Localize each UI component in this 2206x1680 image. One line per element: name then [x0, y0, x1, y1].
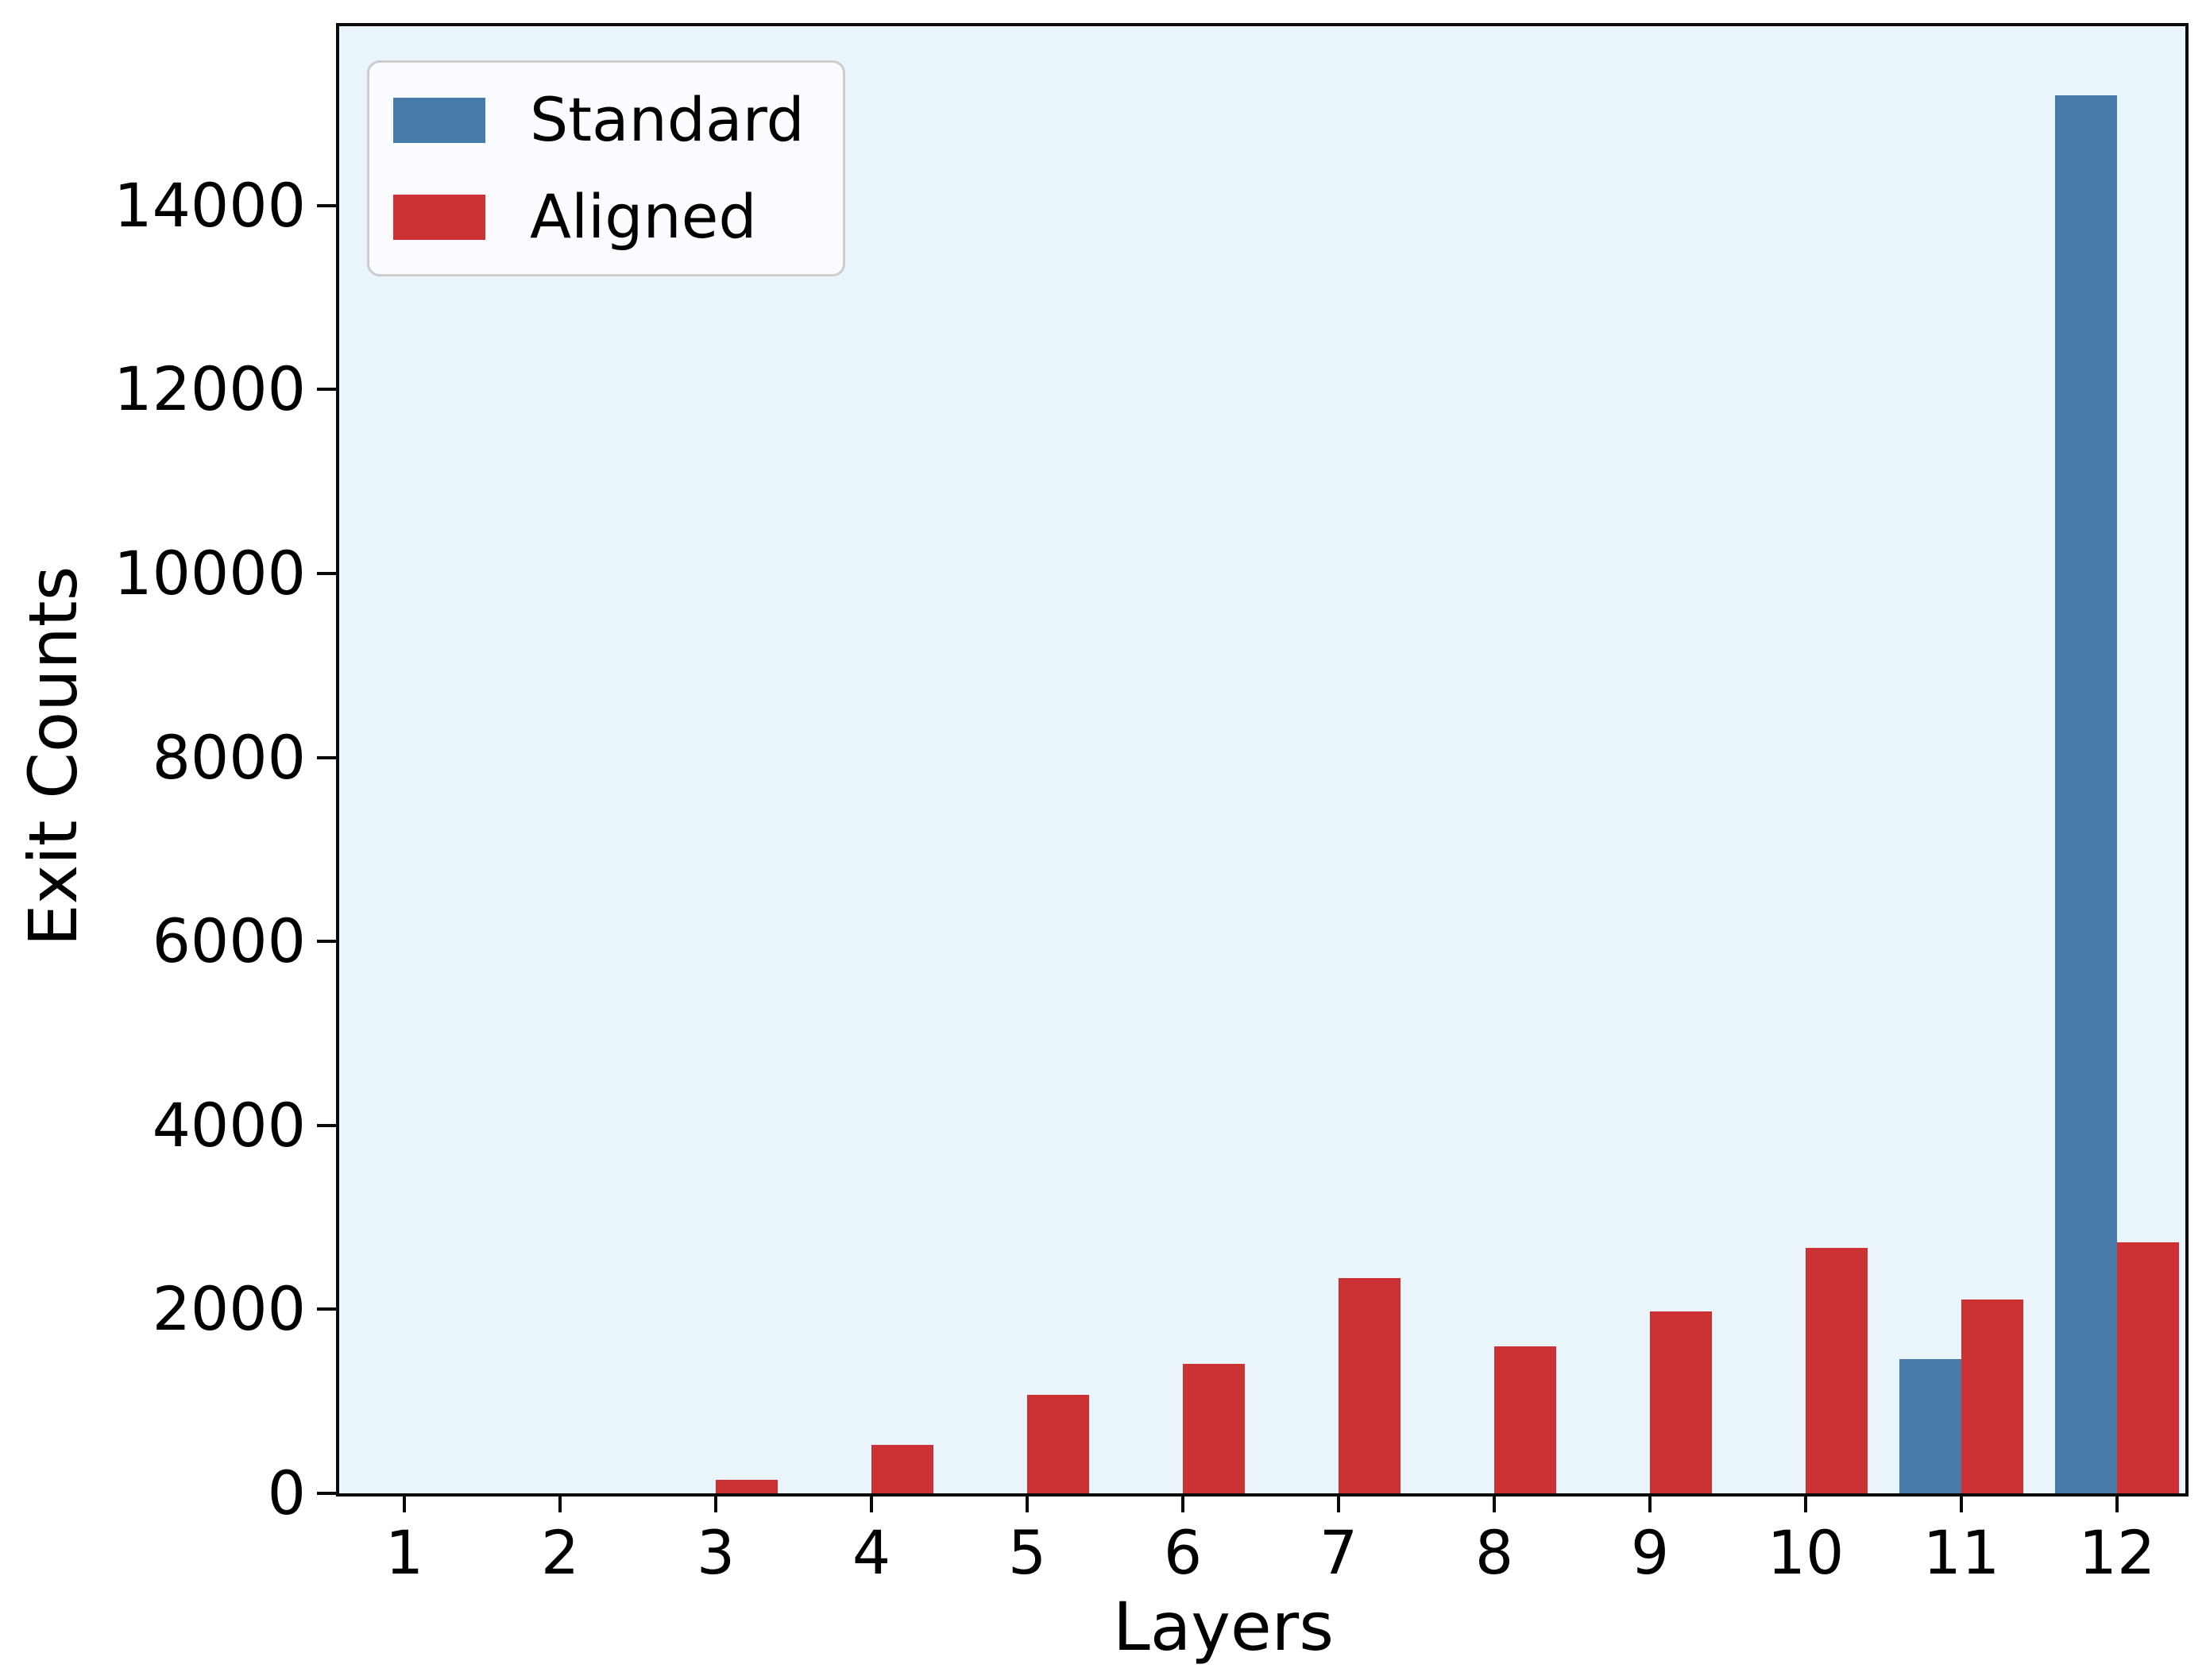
bar-aligned-layer-9: [1650, 1311, 1712, 1493]
x-tick-label-3: 3: [696, 1517, 736, 1588]
x-tick-label-12: 12: [2078, 1517, 2156, 1588]
plot-area: Standard Aligned: [336, 23, 2189, 1497]
x-tick-label-10: 10: [1767, 1517, 1845, 1588]
x-tick-mark-4: [870, 1497, 873, 1512]
bar-standard-layer-11: [1899, 1359, 1961, 1493]
x-tick-mark-11: [1960, 1497, 1963, 1512]
x-tick-mark-2: [558, 1497, 562, 1512]
legend-label-aligned: Aligned: [530, 181, 757, 252]
x-tick-label-9: 9: [1630, 1517, 1670, 1588]
bar-aligned-layer-8: [1494, 1346, 1556, 1493]
x-tick-label-2: 2: [540, 1517, 580, 1588]
bar-aligned-layer-5: [1027, 1395, 1089, 1493]
bar-aligned-layer-7: [1339, 1278, 1400, 1493]
x-tick-mark-7: [1337, 1497, 1340, 1512]
y-tick-mark-4000: [317, 1124, 336, 1127]
x-tick-mark-3: [714, 1497, 717, 1512]
x-tick-mark-6: [1181, 1497, 1184, 1512]
bar-aligned-layer-10: [1806, 1248, 1868, 1493]
legend-item-aligned: Aligned: [393, 187, 805, 247]
y-tick-mark-6000: [317, 940, 336, 943]
y-tick-mark-14000: [317, 204, 336, 207]
x-tick-label-8: 8: [1474, 1517, 1514, 1588]
x-axis-label: Layers: [1113, 1588, 1334, 1666]
y-tick-label-4000: 4000: [152, 1090, 306, 1161]
x-tick-mark-9: [1648, 1497, 1652, 1512]
legend-label-standard: Standard: [530, 84, 805, 155]
x-tick-mark-5: [1026, 1497, 1029, 1512]
y-tick-label-12000: 12000: [114, 353, 306, 424]
x-tick-label-4: 4: [852, 1517, 891, 1588]
x-tick-mark-8: [1493, 1497, 1496, 1512]
y-tick-label-2000: 2000: [152, 1273, 306, 1344]
y-tick-mark-0: [317, 1492, 336, 1495]
y-tick-label-10000: 10000: [114, 538, 306, 608]
bar-aligned-layer-3: [716, 1480, 778, 1493]
y-tick-mark-8000: [317, 756, 336, 759]
legend-swatch-aligned: [393, 194, 485, 240]
x-tick-mark-12: [2115, 1497, 2119, 1512]
legend-item-standard: Standard: [393, 90, 805, 150]
x-tick-label-7: 7: [1319, 1517, 1358, 1588]
legend-swatch-standard: [393, 97, 485, 143]
bar-aligned-layer-12: [2117, 1242, 2179, 1493]
y-tick-label-0: 0: [267, 1458, 306, 1528]
bar-aligned-layer-11: [1961, 1300, 2023, 1493]
bar-aligned-layer-4: [871, 1445, 933, 1493]
y-tick-mark-10000: [317, 572, 336, 575]
y-tick-mark-12000: [317, 388, 336, 391]
bar-standard-layer-12: [2055, 95, 2117, 1493]
x-tick-label-1: 1: [384, 1517, 424, 1588]
x-tick-label-5: 5: [1007, 1517, 1047, 1588]
y-tick-mark-2000: [317, 1307, 336, 1311]
y-tick-label-8000: 8000: [152, 722, 306, 793]
x-tick-mark-1: [403, 1497, 406, 1512]
y-tick-label-6000: 6000: [152, 906, 306, 976]
x-tick-label-11: 11: [1922, 1517, 2000, 1588]
legend: Standard Aligned: [367, 60, 845, 276]
x-tick-label-6: 6: [1163, 1517, 1203, 1588]
bar-aligned-layer-6: [1183, 1364, 1245, 1493]
y-tick-label-14000: 14000: [114, 170, 306, 241]
x-tick-mark-10: [1804, 1497, 1807, 1512]
